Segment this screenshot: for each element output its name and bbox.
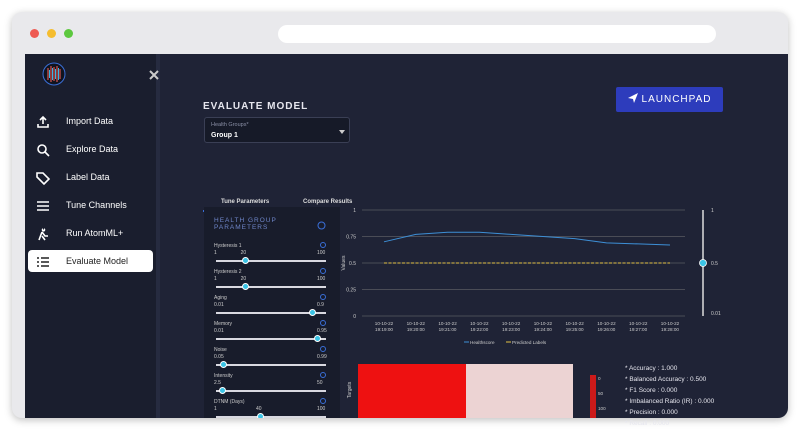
slider-max: 50	[317, 380, 323, 386]
nav-label: Run AtomML+	[66, 228, 124, 238]
slider-track	[216, 286, 326, 288]
slider-help[interactable]	[320, 268, 326, 274]
nav-item[interactable]: Run AtomML+	[28, 222, 153, 244]
tab[interactable]: Tune Parameters	[221, 199, 270, 205]
nav-label: Label Data	[66, 172, 110, 182]
slider-name: Noise	[214, 347, 227, 353]
slider-max: 100	[317, 276, 326, 282]
slider-knob[interactable]	[308, 309, 316, 316]
nav-item[interactable]: Import Data	[28, 110, 153, 132]
slider-value: 40	[256, 406, 262, 412]
slider-track	[216, 312, 326, 314]
slider-value: 20	[240, 250, 247, 256]
slider-track	[216, 416, 326, 418]
launchpad-button[interactable]: LAUNCHPAD	[616, 87, 723, 112]
slider-min: 1	[214, 250, 217, 256]
nav-item[interactable]: Evaluate Model	[28, 250, 153, 272]
page-title: EVALUATE MODEL	[203, 101, 309, 112]
select-value: Group 1	[211, 132, 238, 139]
slider-help[interactable]	[320, 294, 326, 300]
slider-help[interactable]	[320, 398, 326, 404]
address-bar[interactable]	[278, 25, 716, 43]
slider-min: 0.05	[214, 354, 224, 360]
metric: * Recall : 0.000	[625, 420, 669, 427]
button-label: LAUNCHPAD	[641, 94, 712, 105]
nav-label: Tune Channels	[66, 200, 127, 210]
nav-label: Explore Data	[66, 144, 119, 154]
nav-icon	[37, 144, 50, 157]
slider-name: Memory	[214, 321, 233, 327]
slider-max: 100	[317, 406, 326, 412]
group-select[interactable]: Health Groups* Group 1	[204, 117, 350, 143]
slider-min: 1	[214, 276, 217, 282]
slider-name: Intensity	[214, 373, 233, 379]
minimize-dot[interactable]	[47, 29, 56, 38]
slider-name: Hysteresis 1	[214, 243, 242, 249]
slider-track	[216, 338, 326, 340]
nav-item[interactable]: Label Data	[28, 166, 153, 188]
app: Import Data Explore Data Label Data Tune Ch…	[25, 54, 788, 418]
parameters-panel: HEALTH GROUP PARAMETERS Hysteresis 1 1 20 1…	[204, 207, 340, 418]
slider-max: 100	[317, 250, 326, 256]
slider-min: 1	[214, 406, 217, 412]
slider-track	[216, 364, 326, 366]
slider-value: 20	[240, 276, 247, 282]
nav-label: Evaluate Model	[66, 256, 129, 266]
panel-title: HEALTH GROUP PARAMETERS	[214, 217, 277, 231]
select-label: Health Groups*	[211, 122, 249, 128]
slider-knob[interactable]	[257, 413, 264, 418]
sidebar: Import Data Explore Data Label Data Tune Ch…	[25, 54, 160, 418]
slider-min: 2.5	[214, 380, 221, 386]
nav-icon	[37, 201, 49, 211]
slider-knob[interactable]	[241, 283, 249, 290]
nav-icon	[37, 115, 49, 128]
slider-max: 0.95	[317, 328, 327, 334]
browser-window: Import Data Explore Data Label Data Tune Ch…	[12, 12, 788, 418]
slider-help[interactable]	[320, 372, 326, 378]
slider-max: 0.9	[317, 302, 324, 308]
close-sidebar[interactable]	[149, 70, 159, 80]
slider-knob[interactable]	[241, 257, 249, 264]
slider-name: Aging	[214, 295, 227, 301]
nav-icon	[38, 228, 48, 241]
nav-icon	[37, 257, 49, 267]
close-dot[interactable]	[30, 29, 39, 38]
nav-label: Import Data	[66, 116, 114, 126]
slider-min: 0.01	[214, 328, 224, 334]
nav-item[interactable]: Explore Data	[28, 138, 153, 160]
tab[interactable]: Compare Results	[303, 199, 353, 205]
slider-min: 0.01	[214, 302, 224, 308]
slider-help[interactable]	[320, 346, 326, 352]
maximize-dot[interactable]	[64, 29, 73, 38]
slider-max: 0.99	[317, 354, 327, 360]
slider-name: Hysteresis 2	[214, 269, 242, 275]
nav-icon	[36, 172, 50, 185]
slider-name: DTNM (Days)	[214, 399, 245, 405]
slider-knob[interactable]	[314, 335, 322, 342]
slider-knob[interactable]	[218, 387, 226, 394]
slider-help[interactable]	[320, 242, 326, 248]
slider-knob[interactable]	[219, 361, 227, 368]
slider-help[interactable]	[320, 320, 326, 326]
slider-track	[216, 390, 326, 392]
nav-item[interactable]: Tune Channels	[28, 194, 153, 216]
logo	[42, 62, 66, 86]
slider-track	[216, 260, 326, 262]
